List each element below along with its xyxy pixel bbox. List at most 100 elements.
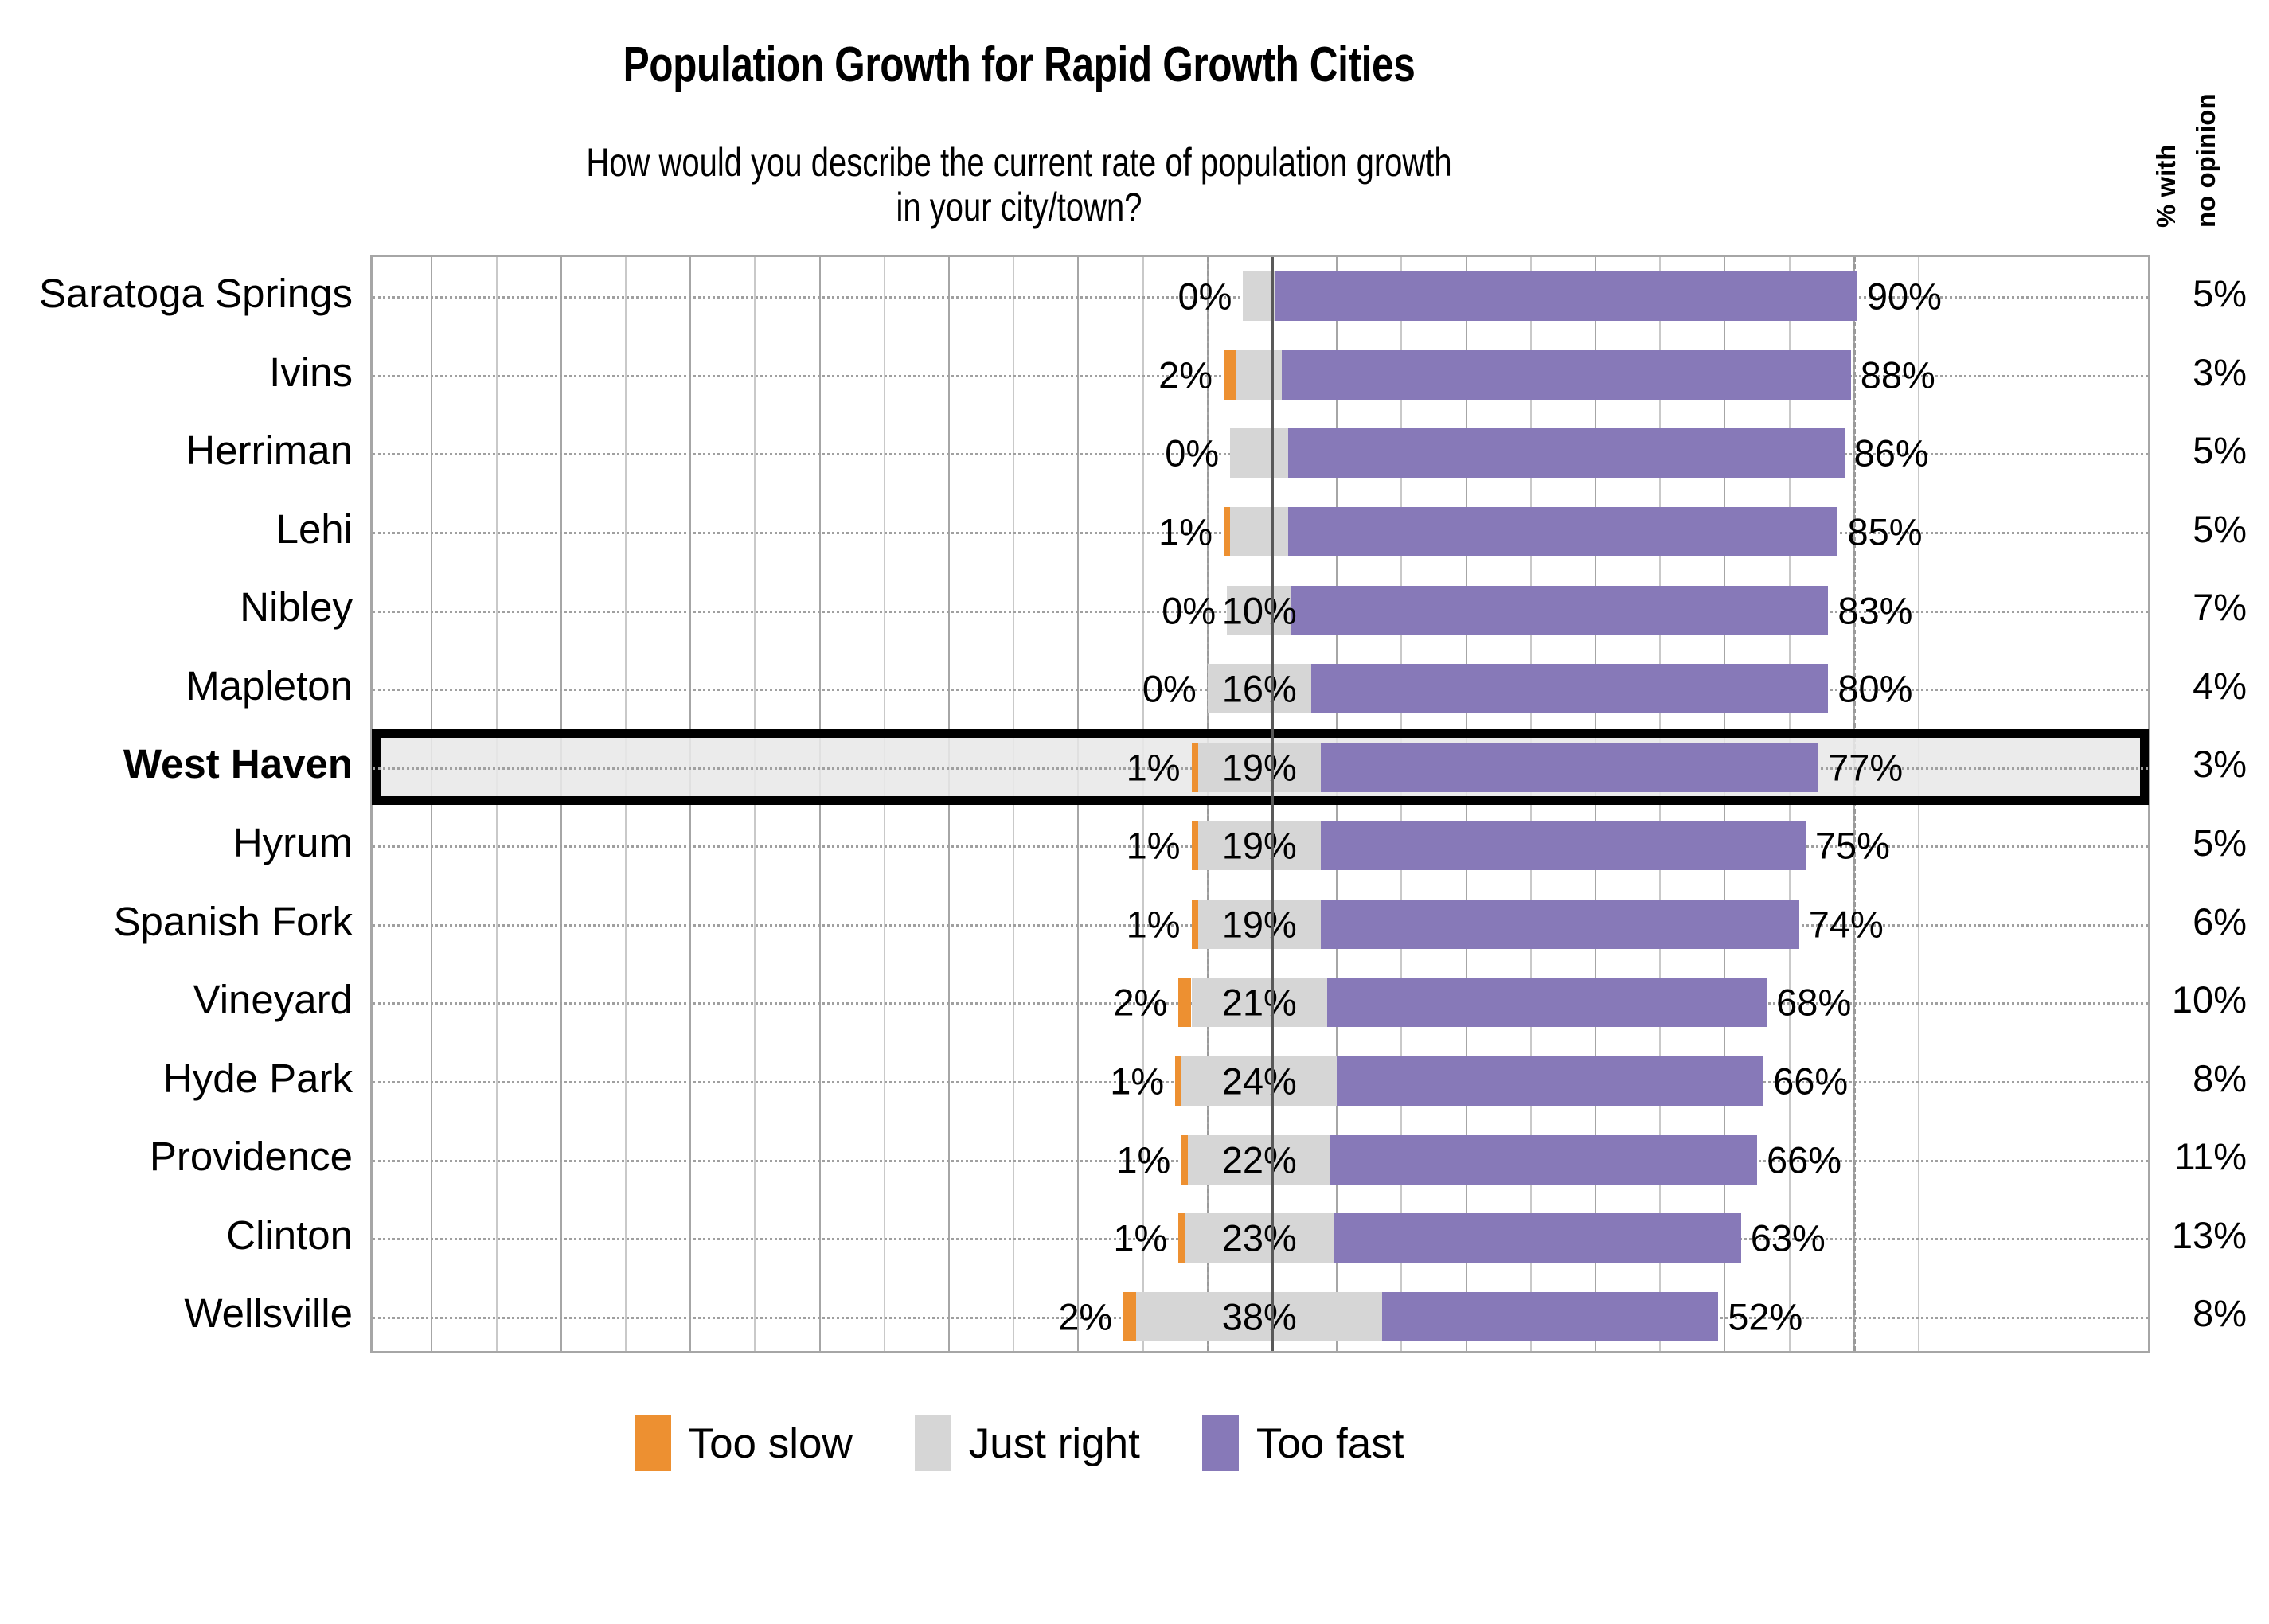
chart-row[interactable]: 1% 19% 74% [373,885,2148,964]
label-too-slow: 1% [1113,1216,1168,1259]
bar-segment-too-slow[interactable] [1178,978,1192,1028]
chart-row[interactable]: 1% 24% 66% [373,1042,2148,1121]
no-opinion-column-header: % with no opinion [2151,21,2258,228]
bar-segment-just-right[interactable] [1207,664,1311,714]
bar-segment-just-right[interactable] [1185,1213,1334,1263]
no-opinion-value: 4% [2193,664,2247,707]
chart-row[interactable]: 1% 23% 63% [373,1199,2148,1278]
stacked-bar [373,1213,2148,1263]
legend-item[interactable]: Too slow [634,1415,853,1471]
category-label[interactable]: Nibley [240,584,353,630]
category-label[interactable]: Wellsville [184,1290,353,1337]
no-opinion-value: 11% [2174,1135,2247,1178]
no-opinion-value: 5% [2193,822,2247,864]
legend-item[interactable]: Just right [914,1415,1140,1471]
label-too-slow: 0% [1165,431,1220,474]
chart-row[interactable]: 2% 21% 68% [373,963,2148,1042]
bar-segment-just-right[interactable] [1236,349,1283,400]
label-just-right: 23% [1221,1216,1297,1259]
bar-segment-too-slow[interactable] [1224,506,1231,556]
legend-item[interactable]: Too fast [1201,1415,1404,1471]
category-label[interactable]: Spanish Fork [113,898,353,944]
bar-segment-just-right[interactable] [1191,978,1328,1028]
category-label[interactable]: West Haven [123,741,353,787]
category-label[interactable]: Herriman [186,427,353,474]
label-too-slow: 1% [1126,746,1181,789]
no-opinion-value: 8% [2193,1056,2247,1099]
category-label[interactable]: Vineyard [193,977,353,1023]
label-just-right: 21% [1221,981,1297,1024]
bar-segment-just-right[interactable] [1136,1291,1383,1341]
label-too-fast: 66% [1773,1060,1849,1103]
bar-segment-too-slow[interactable] [1178,1213,1185,1263]
chart-title: Population Growth for Rapid Growth Citie… [623,37,1416,92]
bar-segment-too-fast[interactable] [1320,821,1806,871]
category-label[interactable]: Clinton [226,1212,353,1258]
label-too-slow: 1% [1126,903,1181,946]
bar-segment-too-fast[interactable] [1282,349,1851,400]
category-label[interactable]: Hyde Park [162,1055,353,1101]
category-label[interactable]: Saratoga Springs [38,271,353,316]
chart-row[interactable]: 1% 19% 77% [373,728,2148,806]
bar-segment-too-fast[interactable] [1310,664,1829,714]
label-too-fast: 86% [1853,431,1929,474]
stacked-bar [373,506,2148,556]
category-label[interactable]: Lehi [275,506,353,552]
chart-row[interactable]: 0% 16% 80% [373,650,2148,728]
bar-segment-too-fast[interactable] [1275,271,1857,322]
no-opinion-value: 6% [2193,900,2247,943]
chart-row[interactable]: 2% 38% 52% [373,1277,2148,1356]
bar-segment-just-right[interactable] [1181,1056,1338,1106]
chart-row[interactable]: 0% 90% [373,257,2148,336]
bar-segment-just-right[interactable] [1227,585,1292,635]
bar-segment-just-right[interactable] [1230,506,1289,556]
no-opinion-value: 5% [2193,507,2247,550]
bar-segment-just-right[interactable] [1188,1134,1331,1185]
chart-subtitle-line2: in your city/town? [896,185,1142,229]
chart-row[interactable]: 0% 10% 83% [373,571,2148,650]
label-just-right: 38% [1221,1295,1297,1338]
chart-row[interactable]: 1% 22% 66% [373,1120,2148,1199]
bar-segment-too-slow[interactable] [1181,1134,1189,1185]
bar-segment-too-fast[interactable] [1327,978,1767,1028]
label-too-fast: 63% [1750,1216,1826,1259]
chart-row[interactable]: 1% 19% 75% [373,806,2148,885]
chart-row[interactable]: 0% 86% [373,414,2148,493]
no-opinion-value: 5% [2193,272,2247,314]
bar-segment-too-slow[interactable] [1224,349,1237,400]
category-label[interactable]: Mapleton [186,662,353,709]
label-too-fast: 52% [1728,1295,1803,1338]
bar-segment-too-fast[interactable] [1291,585,1829,635]
category-label[interactable]: Hyrum [232,820,353,865]
no-opinion-value: 7% [2193,586,2247,629]
bar-segment-too-slow[interactable] [1175,1056,1182,1106]
bar-segment-just-right[interactable] [1230,428,1289,478]
bar-segment-too-fast[interactable] [1382,1291,1719,1341]
bar-segment-too-slow[interactable] [1191,742,1198,792]
chart-subtitle: How would you describe the current rate … [204,140,1834,229]
bar-segment-too-slow[interactable] [1123,1291,1137,1341]
plot-area: 0% 90% 2% 88% 0% 86% 1% 85% 0% 10% 83% 0% 16% 80% 1% 19… [370,255,2150,1353]
chart-row[interactable]: 2% 88% [373,336,2148,415]
stacked-bar [373,978,2148,1028]
category-label[interactable]: Ivins [269,349,353,395]
stacked-bar [373,428,2148,478]
no-opinion-value: 10% [2171,978,2247,1021]
bar-segment-too-fast[interactable] [1288,506,1838,556]
category-label[interactable]: Providence [149,1134,353,1180]
bar-segment-just-right[interactable] [1197,899,1321,949]
chart-row[interactable]: 1% 85% [373,493,2148,572]
bar-segment-too-slow[interactable] [1191,899,1198,949]
bar-segment-too-fast[interactable] [1288,428,1845,478]
bar-segment-too-fast[interactable] [1337,1056,1764,1106]
legend-swatch [634,1415,671,1471]
bar-segment-too-fast[interactable] [1320,742,1819,792]
label-too-fast: 90% [1866,275,1942,318]
bar-segment-just-right[interactable] [1243,271,1276,322]
bar-segment-too-fast[interactable] [1330,1134,1757,1185]
bar-segment-just-right[interactable] [1197,821,1321,871]
bar-segment-too-fast[interactable] [1320,899,1799,949]
no-opinion-header-line1: % with [2151,144,2181,228]
bar-segment-too-fast[interactable] [1334,1213,1741,1263]
bar-segment-too-slow[interactable] [1191,821,1198,871]
